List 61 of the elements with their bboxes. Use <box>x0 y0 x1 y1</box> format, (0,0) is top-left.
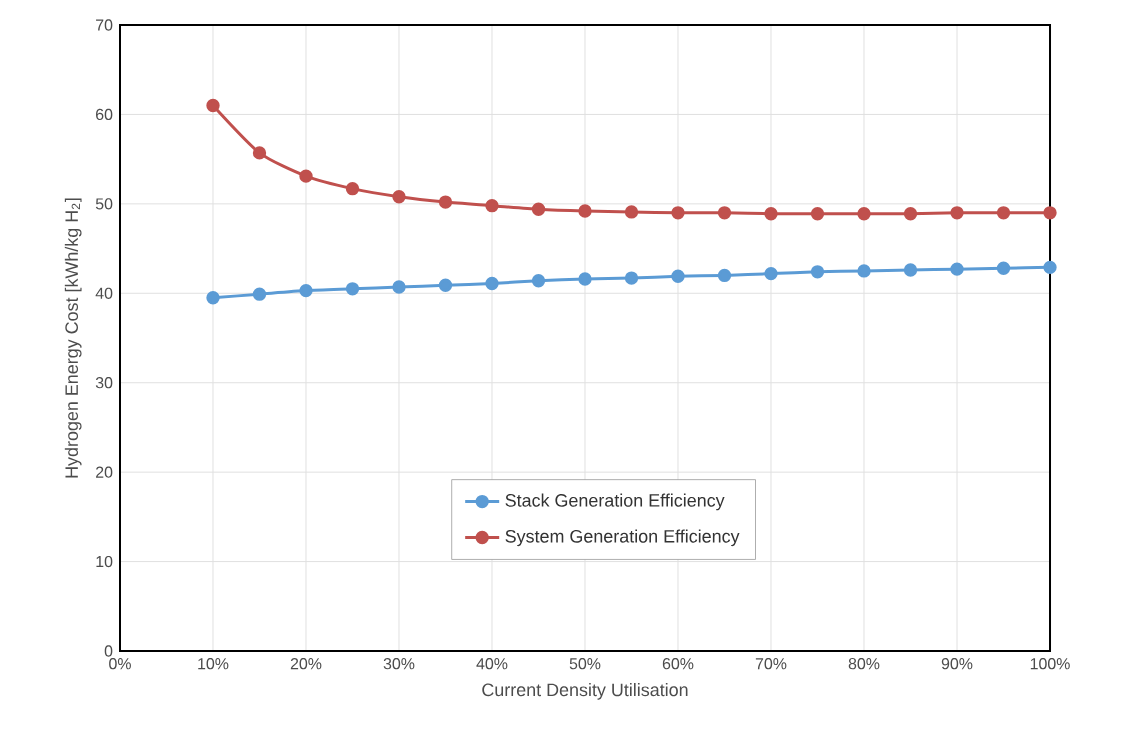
point <box>345 282 360 296</box>
x-axis-title: Current Density Utilisation <box>482 683 688 700</box>
y-tick-label: 0 <box>104 645 113 657</box>
legend-label: Stack Generation Efficiency <box>505 493 725 511</box>
point <box>671 269 685 283</box>
point <box>903 207 918 221</box>
point <box>206 291 220 305</box>
y-tick-label: 10 <box>96 555 113 568</box>
point <box>485 276 499 291</box>
point <box>392 190 406 204</box>
point <box>252 146 267 160</box>
y-tick-label: 40 <box>95 287 113 299</box>
point <box>671 206 685 220</box>
point <box>1043 206 1057 220</box>
point <box>764 207 778 221</box>
point <box>717 206 732 220</box>
x-tick-label: 40% <box>476 658 508 670</box>
point <box>438 195 453 209</box>
point <box>810 207 825 221</box>
y-axis-title: Hydrogen Energy Cost [kWh/kg H$_{2}$] <box>64 198 82 478</box>
point <box>299 283 313 298</box>
point <box>717 268 732 283</box>
x-tick-label: 70% <box>755 658 787 670</box>
point <box>810 265 825 279</box>
point <box>206 98 220 113</box>
point <box>252 287 267 301</box>
y-tick-label: 60 <box>96 108 113 121</box>
point <box>299 169 313 183</box>
y-tick-label: 20 <box>96 466 113 478</box>
point <box>392 280 406 294</box>
point <box>857 264 871 278</box>
point <box>485 198 499 213</box>
point <box>950 262 964 276</box>
point <box>857 207 871 221</box>
point <box>438 278 453 292</box>
point <box>996 206 1011 220</box>
point <box>1043 260 1057 275</box>
point <box>345 181 360 196</box>
point <box>764 266 778 281</box>
point <box>903 263 918 277</box>
point <box>578 204 592 218</box>
x-tick-label: 50% <box>569 658 601 670</box>
x-tick-label: 80% <box>848 658 880 670</box>
x-tick-label: 10% <box>198 658 229 670</box>
point <box>624 205 639 219</box>
x-tick-label: 30% <box>383 658 415 670</box>
x-tick-label: 20% <box>290 658 322 670</box>
point <box>996 261 1011 275</box>
y-tick-label: 50 <box>95 198 113 210</box>
x-tick-label: 0% <box>109 658 131 670</box>
point <box>531 202 546 216</box>
legend-label: System Generation Efficiency <box>505 529 740 547</box>
point <box>950 206 964 220</box>
point <box>624 271 639 285</box>
y-tick-label: 30 <box>95 377 113 389</box>
point <box>578 272 592 286</box>
x-tick-label: 60% <box>662 658 694 670</box>
x-tick-label: 100% <box>1030 658 1070 670</box>
point <box>531 274 546 288</box>
x-tick-label: 90% <box>941 658 973 670</box>
y-tick-label: 70 <box>96 19 113 31</box>
